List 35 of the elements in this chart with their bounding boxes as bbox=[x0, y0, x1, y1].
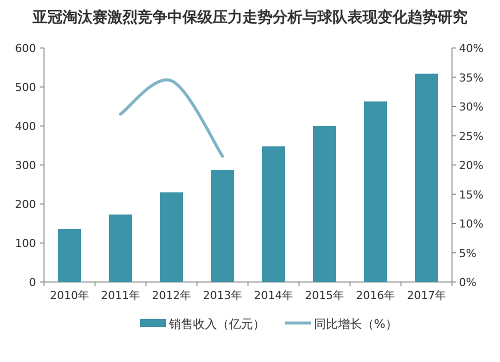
x-tick-label: 2012年 bbox=[152, 289, 191, 302]
y2-tick-label: 5% bbox=[459, 246, 476, 260]
x-tick-label: 2013年 bbox=[203, 289, 242, 302]
y-tick-label: 400 bbox=[15, 120, 36, 133]
y2-tick-label: 40% bbox=[459, 42, 484, 55]
x-tick-label: 2010年 bbox=[50, 289, 89, 302]
y-tick-label: 100 bbox=[15, 237, 36, 250]
y-tick-label: 600 bbox=[15, 42, 36, 55]
y2-tick-label: 30% bbox=[459, 100, 484, 114]
x-tick-label: 2017年 bbox=[407, 289, 446, 302]
y2-tick-label: 15% bbox=[459, 188, 484, 202]
bar bbox=[109, 214, 132, 282]
x-tick-label: 2015年 bbox=[305, 289, 344, 302]
x-tick-label: 2016年 bbox=[356, 289, 395, 302]
bar bbox=[211, 170, 234, 282]
y2-tick-label: 35% bbox=[459, 71, 484, 84]
bar bbox=[415, 74, 438, 282]
bar bbox=[364, 101, 387, 282]
chart-title: 亚冠淘汰赛激烈竞争中保级压力走势分析与球队表现变化趋势研究 bbox=[32, 8, 468, 26]
y-tick-label: 500 bbox=[15, 81, 36, 94]
y2-tick-label: 0% bbox=[459, 276, 476, 289]
bar bbox=[160, 192, 183, 282]
bar bbox=[313, 126, 336, 282]
legend-label: 同比增长（%） bbox=[314, 317, 398, 331]
x-tick-label: 2011年 bbox=[101, 289, 140, 302]
bar bbox=[58, 228, 81, 282]
x-tick-label: 2014年 bbox=[254, 289, 293, 302]
y-tick-label: 0 bbox=[29, 276, 36, 289]
y2-tick-label: 10% bbox=[459, 218, 484, 230]
legend-label: 销售收入（亿元） bbox=[168, 317, 265, 331]
bar bbox=[262, 146, 285, 282]
y2-tick-label: 20% bbox=[459, 159, 484, 172]
y2-tick-label: 25% bbox=[459, 130, 484, 143]
y-tick-label: 200 bbox=[15, 198, 36, 211]
y-tick-label: 300 bbox=[15, 159, 36, 172]
